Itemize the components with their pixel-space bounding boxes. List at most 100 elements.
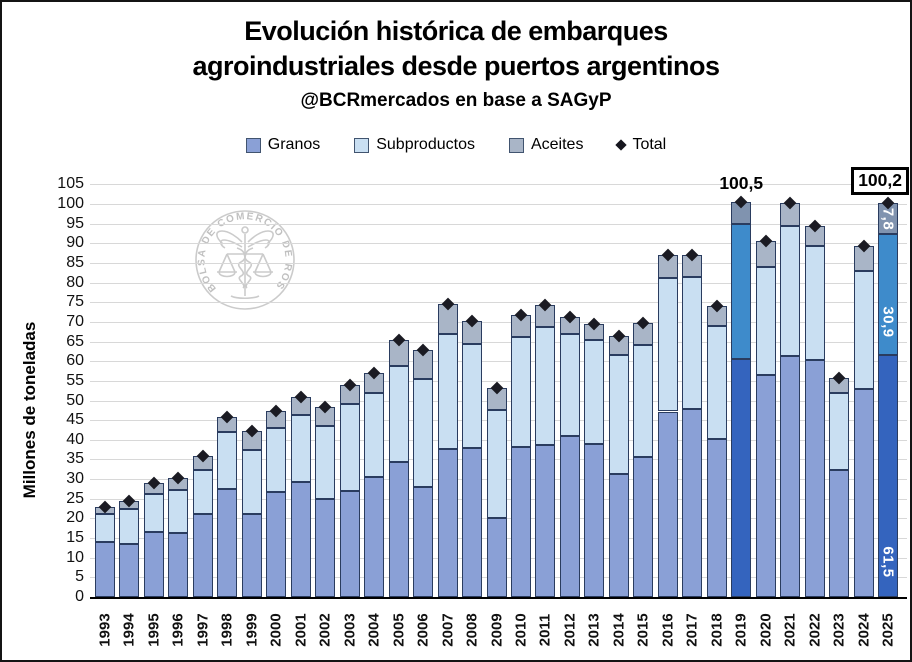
- bar-segment-subproductos-2012: [559, 333, 580, 436]
- y-tick-label-60: 60: [66, 352, 84, 370]
- x-tick-label-2017: 2017: [683, 613, 701, 647]
- bar-segment-subproductos-2024: [853, 271, 874, 390]
- bar-segment-granos-1998: [217, 488, 238, 597]
- segment-value-label-subproductos: 30,9: [879, 306, 897, 338]
- bar-segment-subproductos-2021: [780, 226, 801, 357]
- x-tick-label-2005: 2005: [390, 613, 408, 647]
- bar-segment-subproductos-2016: [657, 277, 678, 412]
- bar-segment-subproductos-1996: [168, 490, 189, 533]
- y-tick-label-95: 95: [66, 214, 84, 232]
- bar-segment-subproductos-1994: [119, 509, 140, 544]
- bar-segment-subproductos-2019: [731, 223, 752, 359]
- x-tick-label-2019: 2019: [732, 613, 750, 647]
- bar-segment-granos-2005: [388, 462, 409, 597]
- segment-value-label-granos: 61,5: [879, 546, 897, 578]
- bar-segment-granos-1994: [119, 543, 140, 597]
- bar-segment-subproductos-2020: [755, 267, 776, 376]
- x-tick-label-2001: 2001: [292, 613, 310, 647]
- bar-segment-subproductos-1993: [95, 514, 115, 543]
- y-tick-label-35: 35: [66, 450, 84, 468]
- bar-segment-subproductos-2004: [364, 393, 385, 478]
- chart-title: Evolución histórica de embarques agroind…: [2, 14, 910, 83]
- bar-segment-granos-2006: [413, 486, 434, 597]
- y-tick-label-85: 85: [66, 253, 84, 271]
- gridline-80: [90, 282, 907, 284]
- x-tick-label-2016: 2016: [659, 613, 677, 647]
- y-tick-label-65: 65: [66, 332, 84, 350]
- bar-segment-subproductos-2014: [608, 354, 629, 474]
- bar-segment-subproductos-2017: [682, 277, 703, 409]
- x-axis-line: [90, 597, 907, 599]
- x-tick-label-1997: 1997: [194, 613, 212, 647]
- x-tick-label-2006: 2006: [414, 613, 432, 647]
- bar-segment-granos-2024: [853, 389, 874, 597]
- bar-segment-granos-2004: [364, 477, 385, 597]
- bar-segment-subproductos-2007: [437, 333, 458, 449]
- legend-item-total: Total: [615, 136, 667, 154]
- y-tick-label-80: 80: [66, 273, 84, 291]
- bar-segment-granos-2022: [804, 360, 825, 597]
- bar-segment-subproductos-1998: [217, 431, 238, 489]
- y-tick-label-30: 30: [66, 470, 84, 488]
- gridline-75: [90, 302, 907, 304]
- y-tick-label-70: 70: [66, 312, 84, 330]
- x-tick-label-1994: 1994: [120, 613, 138, 647]
- x-tick-label-2003: 2003: [341, 613, 359, 647]
- gridline-90: [90, 243, 907, 245]
- y-tick-label-10: 10: [66, 548, 84, 566]
- legend-label-total: Total: [632, 136, 667, 153]
- y-tick-label-100: 100: [57, 195, 84, 212]
- bar-segment-granos-2002: [315, 499, 336, 597]
- bar-segment-granos-2021: [780, 356, 801, 597]
- gridline-95: [90, 223, 907, 225]
- bar-segment-granos-2025: [878, 355, 899, 597]
- bar-segment-subproductos-2003: [339, 404, 360, 491]
- bar-segment-subproductos-2025: [878, 233, 899, 356]
- x-tick-label-1993: 1993: [96, 613, 114, 647]
- bar-segment-granos-2011: [535, 445, 556, 597]
- bar-segment-granos-2012: [559, 435, 580, 597]
- legend-item-subproductos: Subproductos: [354, 136, 475, 154]
- bar-segment-granos-2020: [755, 375, 776, 597]
- x-tick-label-2023: 2023: [830, 613, 848, 647]
- x-tick-label-2025: 2025: [879, 613, 897, 647]
- x-tick-label-2010: 2010: [512, 613, 530, 647]
- legend: Granos Subproductos Aceites Total: [2, 136, 910, 154]
- bar-segment-granos-2000: [266, 492, 287, 597]
- gridline-70: [90, 321, 907, 323]
- bar-segment-subproductos-1995: [143, 493, 164, 532]
- x-tick-label-2020: 2020: [757, 613, 775, 647]
- y-tick-label-40: 40: [66, 430, 84, 448]
- y-tick-label-0: 0: [75, 588, 84, 605]
- x-tick-label-2014: 2014: [610, 613, 628, 647]
- bar-segment-granos-2009: [486, 518, 507, 597]
- x-tick-label-2021: 2021: [781, 613, 799, 647]
- legend-item-aceites: Aceites: [508, 136, 584, 154]
- bar-segment-subproductos-2018: [706, 326, 727, 439]
- bcr-seal-watermark: BOLSA DE COMERCIO DE ROSARIO: [189, 204, 295, 310]
- bar-segment-granos-2019: [731, 358, 752, 597]
- x-tick-label-2013: 2013: [585, 613, 603, 647]
- x-tick-label-2015: 2015: [634, 613, 652, 647]
- segment-value-label-aceites: 7,8: [879, 207, 897, 230]
- aceites-swatch-icon: [508, 137, 524, 153]
- bar-segment-subproductos-2011: [535, 327, 556, 446]
- legend-label-aceites: Aceites: [530, 136, 584, 153]
- subproductos-swatch-icon: [354, 137, 370, 153]
- x-tick-label-2007: 2007: [439, 613, 457, 647]
- bar-segment-granos-2013: [584, 443, 605, 597]
- y-tick-label-15: 15: [66, 529, 84, 547]
- granos-swatch-icon: [245, 137, 261, 153]
- bar-segment-granos-2018: [706, 439, 727, 597]
- bar-segment-subproductos-2015: [633, 344, 654, 458]
- total-label-2025: 100,2: [851, 167, 909, 195]
- bar-segment-granos-2007: [437, 448, 458, 597]
- bar-segment-granos-2014: [608, 473, 629, 597]
- bar-segment-granos-2023: [829, 469, 850, 597]
- gridline-105: [90, 184, 907, 186]
- x-tick-label-2000: 2000: [267, 613, 285, 647]
- x-tick-label-2002: 2002: [316, 613, 334, 647]
- x-tick-label-2008: 2008: [463, 613, 481, 647]
- total-diamond-icon: [615, 139, 628, 151]
- bar-segment-subproductos-2013: [584, 339, 605, 444]
